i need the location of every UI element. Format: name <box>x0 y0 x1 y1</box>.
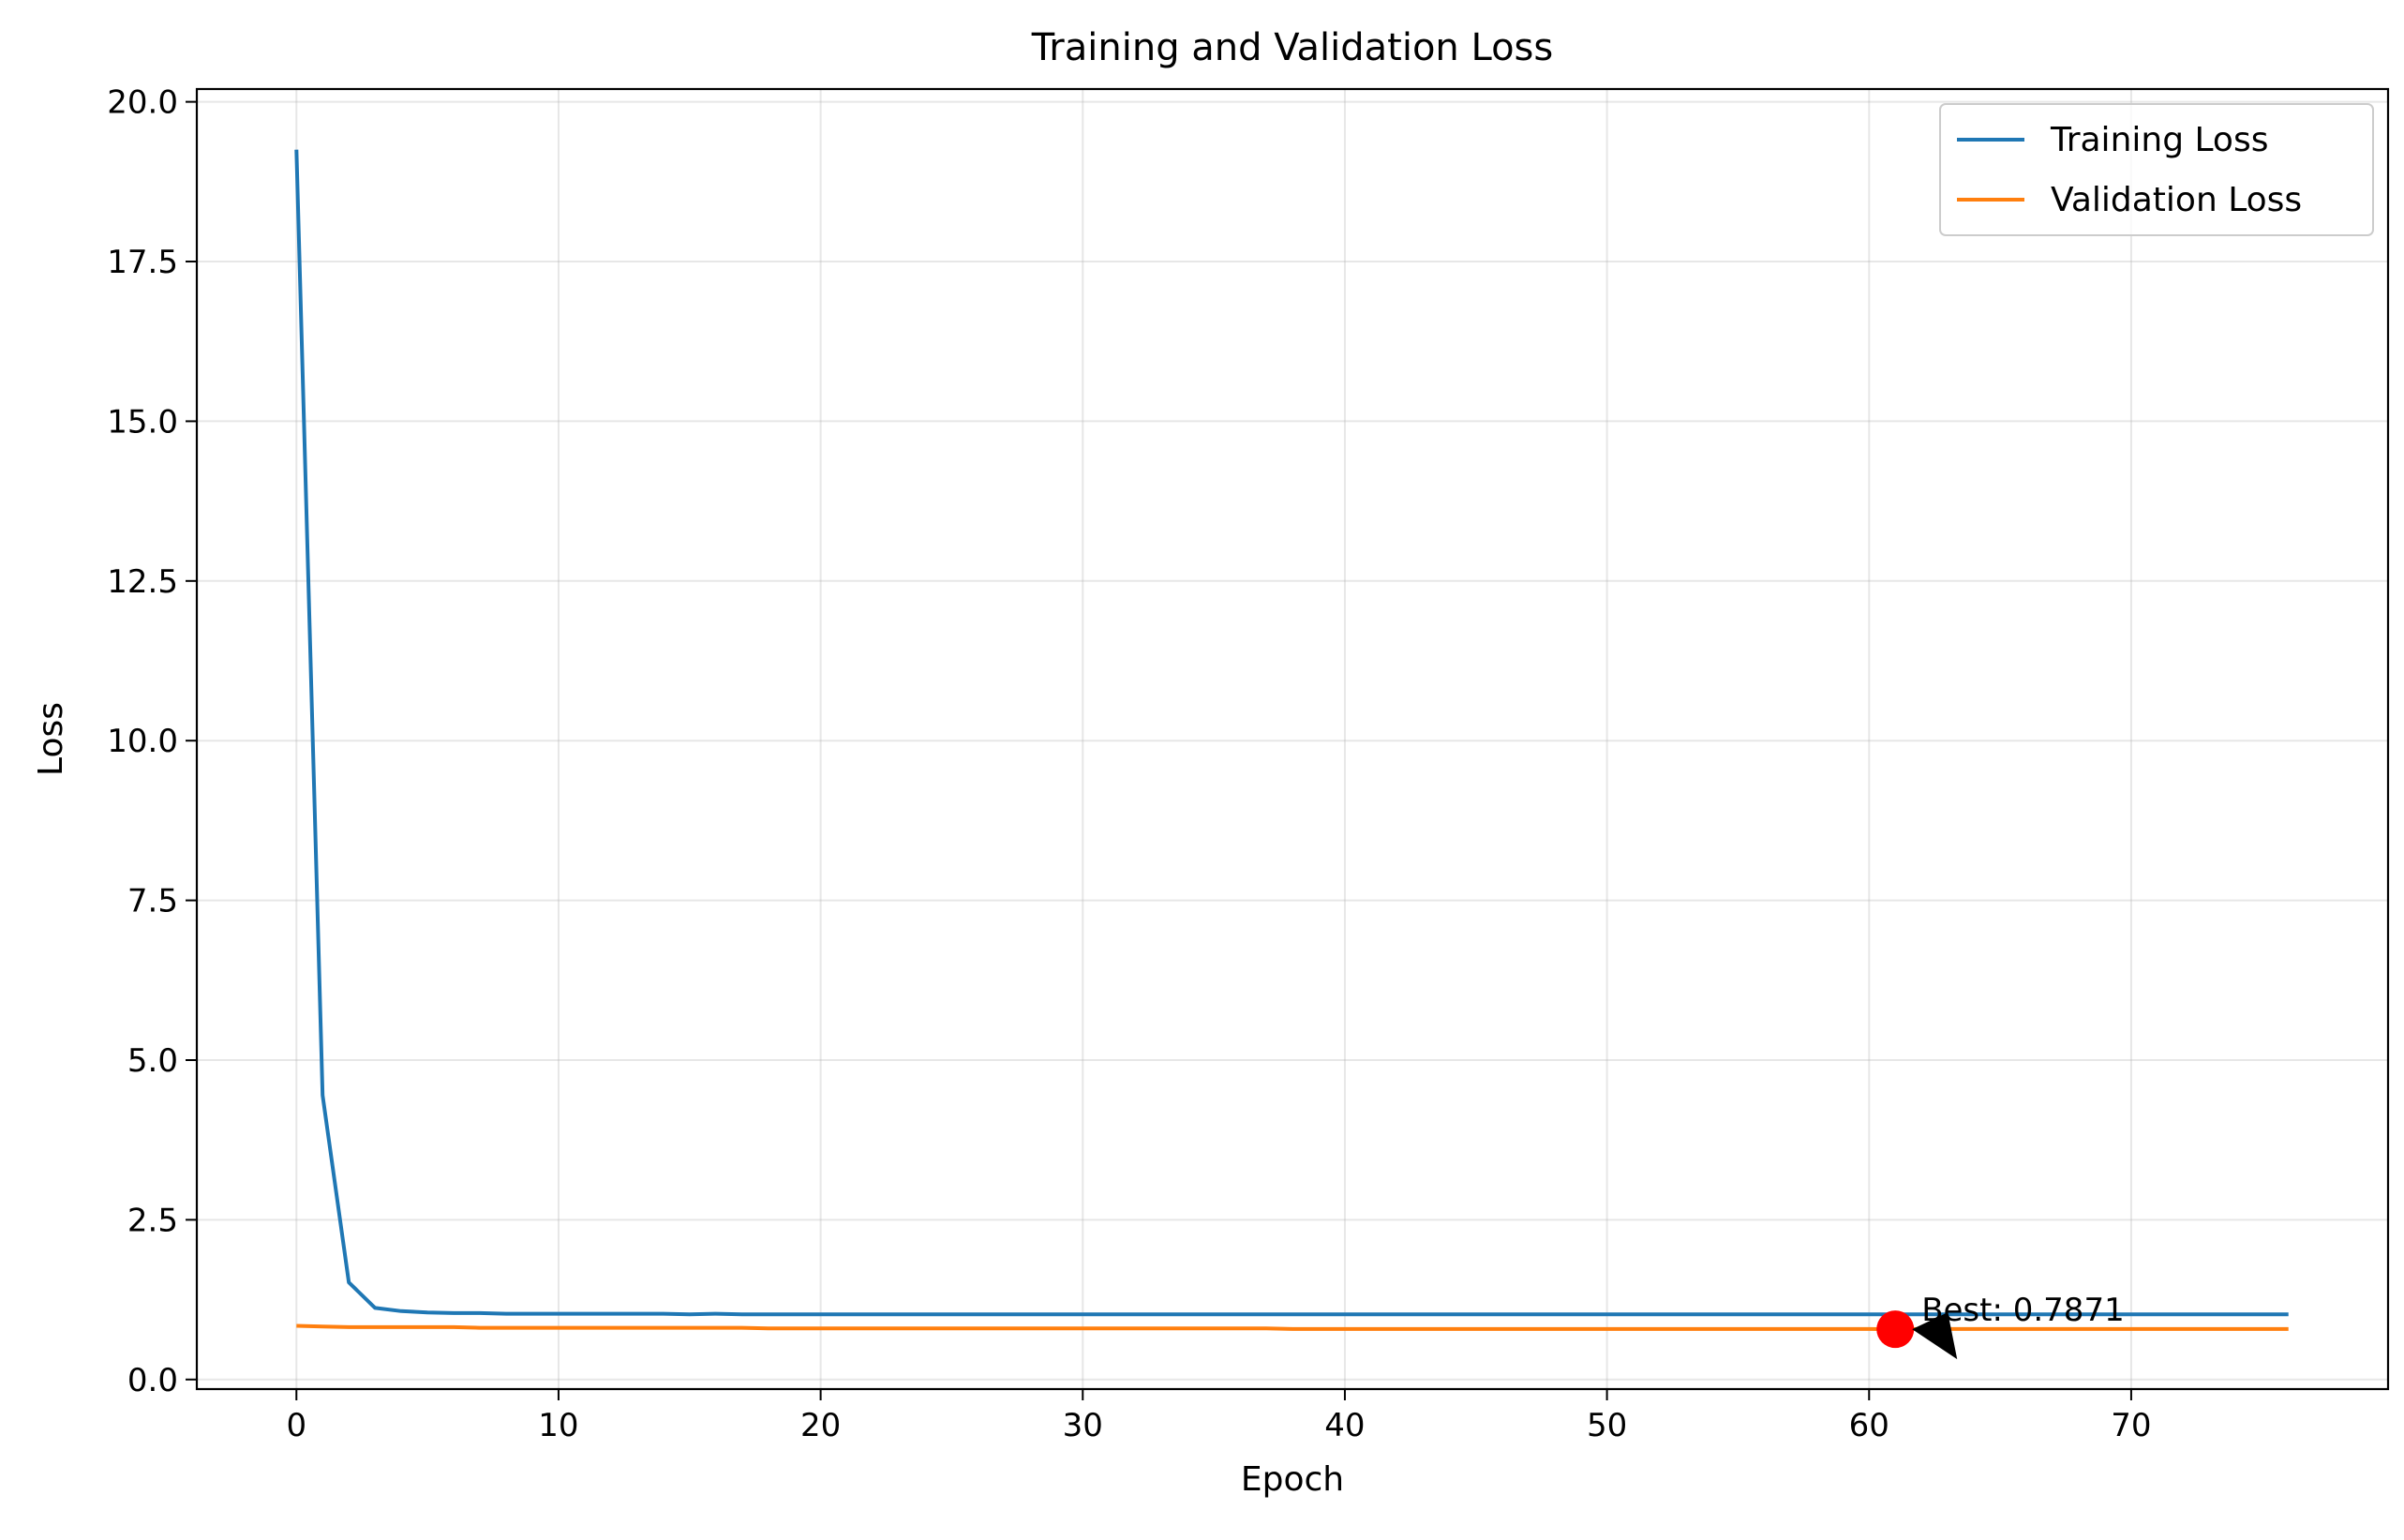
x-axis-label: Epoch <box>1241 1460 1344 1499</box>
y-axis-label: Loss <box>32 702 70 776</box>
y-tick-label: 10.0 <box>107 723 178 760</box>
chart-title: Training and Validation Loss <box>1031 26 1553 69</box>
plot-frame <box>195 87 2390 1391</box>
x-tick-label: 40 <box>1324 1407 1365 1444</box>
grid-lines <box>197 89 2388 1389</box>
annotation-layer: Best: 0.7871 <box>1876 1292 2125 1360</box>
axis-ticks: 0 10 20 30 40 50 60 70 0.0 2.5 5.0 7.5 10.0 12.5 15.0 1… <box>107 84 2151 1444</box>
x-tick-label: 50 <box>1587 1407 1627 1444</box>
y-tick-label: 0.0 <box>127 1362 178 1399</box>
y-tick-label: 12.5 <box>107 563 178 601</box>
y-tick-label: 5.0 <box>127 1042 178 1080</box>
series-lines <box>294 149 2289 1332</box>
series-line-1 <box>296 1323 2289 1332</box>
x-tick-label: 10 <box>538 1407 578 1444</box>
y-tick-label: 7.5 <box>127 883 178 920</box>
legend: Training Loss Validation Loss <box>1939 103 2374 236</box>
x-tick-label: 20 <box>800 1407 841 1444</box>
legend-label: Training Loss <box>2050 121 2268 159</box>
y-tick-label: 20.0 <box>107 84 178 122</box>
x-tick-label: 60 <box>1849 1407 1889 1444</box>
y-tick-label: 15.0 <box>107 403 178 441</box>
x-tick-label: 70 <box>2111 1407 2151 1444</box>
annotation-text: Best: 0.7871 <box>1921 1292 2125 1329</box>
x-tick-label: 30 <box>1063 1407 1103 1444</box>
y-tick-label: 2.5 <box>127 1202 178 1239</box>
legend-box <box>1939 103 2374 236</box>
y-tick-label: 17.5 <box>107 244 178 281</box>
legend-label: Validation Loss <box>2051 181 2302 219</box>
series-line-0 <box>294 149 2289 1317</box>
best-marker <box>1876 1310 1915 1349</box>
x-tick-label: 0 <box>286 1407 306 1444</box>
annotation-arrow <box>1912 1312 1958 1360</box>
